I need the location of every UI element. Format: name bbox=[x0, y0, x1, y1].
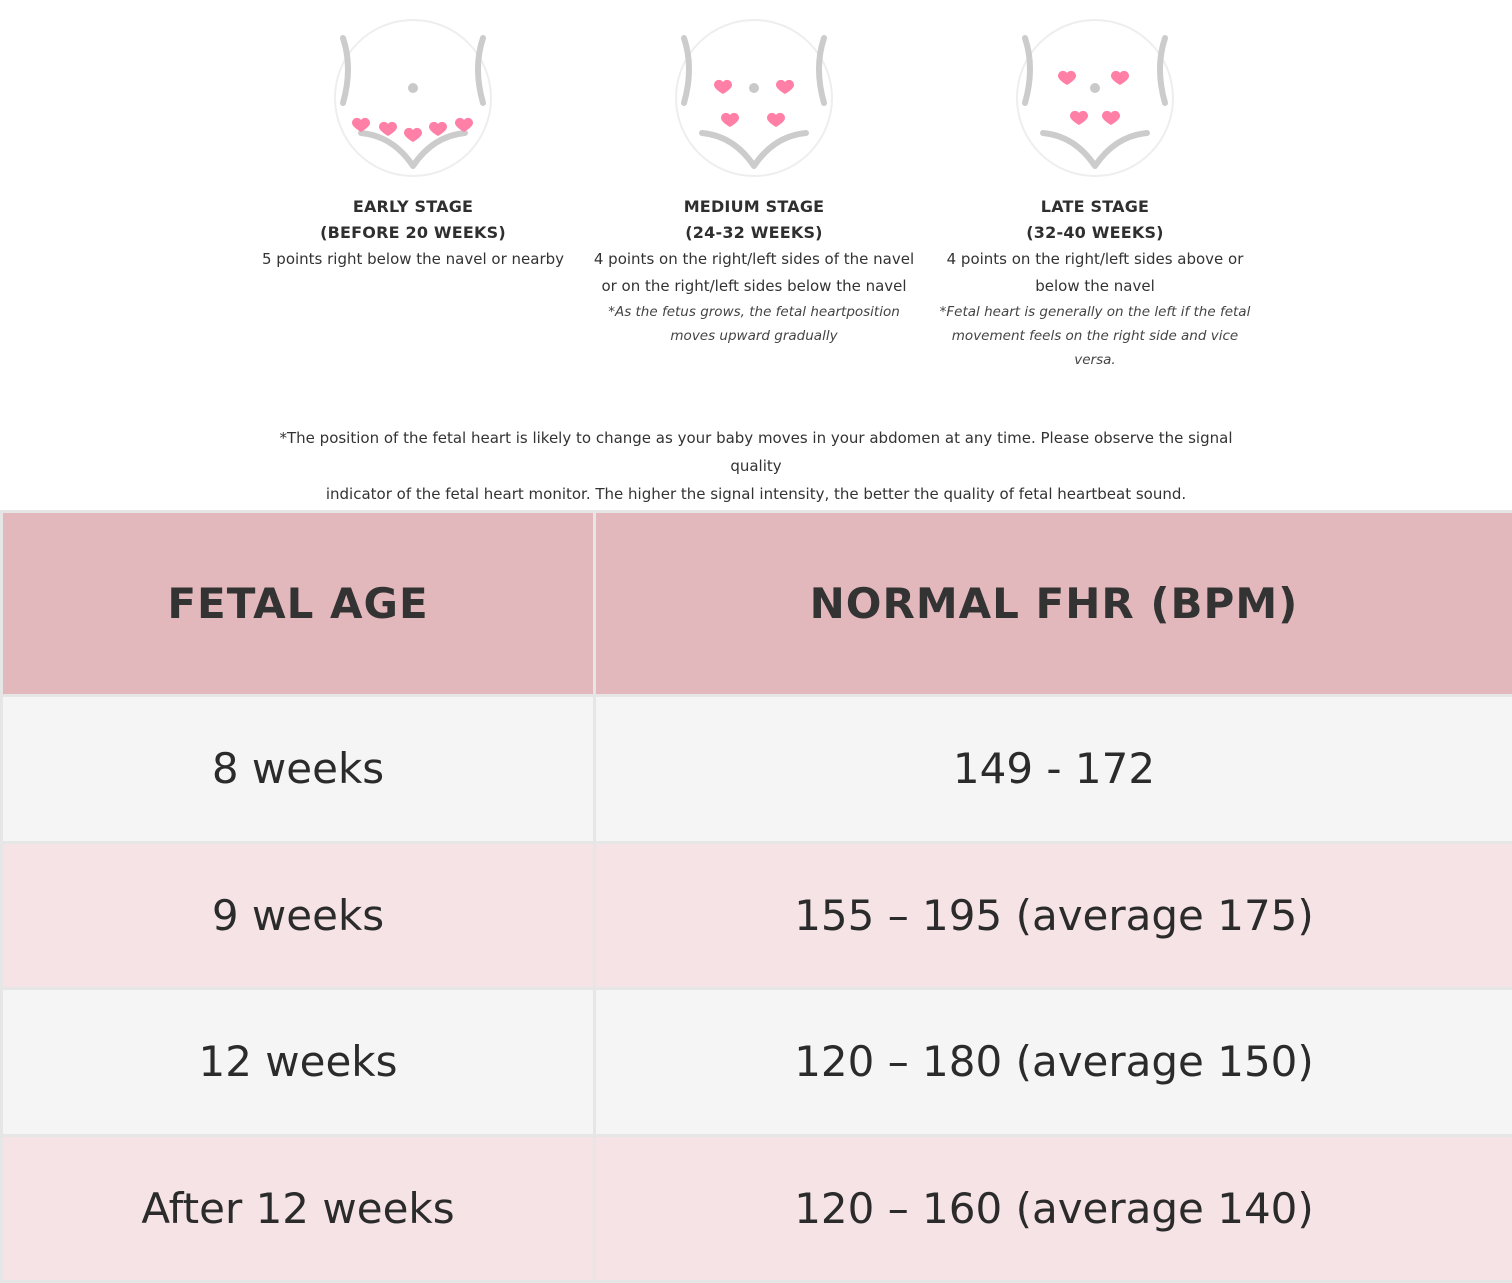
medium-stage-card: MEDIUM STAGE (24-32 WEEKS) 4 points on t… bbox=[584, 0, 924, 348]
header-normal-fhr: NORMAL FHR (BPM) bbox=[593, 510, 1512, 697]
cell-fetal-age: 9 weeks bbox=[0, 840, 596, 990]
cell-fetal-age: 12 weeks bbox=[0, 987, 596, 1137]
cell-fetal-age: 8 weeks bbox=[0, 694, 596, 844]
stage-weeks: (24-32 WEEKS) bbox=[685, 223, 823, 242]
stage-note-line: moves upward gradually bbox=[670, 328, 838, 344]
stage-weeks: (BEFORE 20 WEEKS) bbox=[320, 223, 506, 242]
stage-description: 4 points on the right/left sides above o… bbox=[925, 246, 1265, 300]
heartbeat-locations-section: EARLY STAGE (BEFORE 20 WEEKS) 5 points r… bbox=[0, 0, 1512, 380]
stage-weeks: (32-40 WEEKS) bbox=[1026, 223, 1164, 242]
stage-note-line: *As the fetus grows, the fetal heartposi… bbox=[608, 304, 900, 320]
stage-title: LATE STAGE bbox=[1040, 197, 1150, 216]
belly-medium-stage-icon bbox=[675, 19, 833, 177]
stage-description-line: 4 points on the right/left sides of the … bbox=[593, 250, 915, 268]
table-header-row: FETAL AGE NORMAL FHR (BPM) bbox=[0, 510, 1512, 697]
cell-fhr-range: 149 - 172 bbox=[593, 694, 1512, 844]
cell-fhr-range: 155 – 195 (average 175) bbox=[593, 840, 1512, 990]
stage-description-line: 5 points right below the navel or nearby bbox=[261, 250, 565, 268]
table-row: After 12 weeks 120 – 160 (average 140) bbox=[0, 1133, 1512, 1283]
stage-note-line: *Fetal heart is generally on the left if… bbox=[939, 304, 1251, 320]
stage-title: MEDIUM STAGE bbox=[683, 197, 825, 216]
early-stage-card: EARLY STAGE (BEFORE 20 WEEKS) 5 points r… bbox=[243, 0, 583, 273]
stage-note: *Fetal heart is generally on the left if… bbox=[925, 300, 1265, 372]
fhr-table: FETAL AGE NORMAL FHR (BPM) 8 weeks 149 -… bbox=[0, 510, 1512, 1283]
stage-note: *As the fetus grows, the fetal heartposi… bbox=[584, 300, 924, 348]
late-stage-card: LATE STAGE (32-40 WEEKS) 4 points on the… bbox=[925, 0, 1265, 372]
stage-title: EARLY STAGE bbox=[352, 197, 474, 216]
cell-fhr-range: 120 – 160 (average 140) bbox=[593, 1133, 1512, 1283]
footnote-line: indicator of the fetal heart monitor. Th… bbox=[325, 485, 1187, 503]
stage-description-line: below the navel bbox=[1035, 277, 1155, 295]
stage-note-line: movement feels on the right side and vic… bbox=[951, 328, 1239, 368]
signal-quality-footnote: *The position of the fetal heart is like… bbox=[256, 424, 1256, 508]
cell-fhr-range: 120 – 180 (average 150) bbox=[593, 987, 1512, 1137]
stage-description-line: 4 points on the right/left sides above o… bbox=[946, 250, 1244, 268]
cell-fetal-age: After 12 weeks bbox=[0, 1133, 596, 1283]
belly-early-stage-icon bbox=[334, 19, 492, 177]
table-row: 8 weeks 149 - 172 bbox=[0, 694, 1512, 844]
header-fetal-age: FETAL AGE bbox=[0, 510, 596, 697]
stage-description-line: or on the right/left sides below the nav… bbox=[601, 277, 907, 295]
stage-description: 4 points on the right/left sides of the … bbox=[584, 246, 924, 300]
footnote-line: *The position of the fetal heart is like… bbox=[279, 429, 1233, 475]
table-row: 9 weeks 155 – 195 (average 175) bbox=[0, 840, 1512, 990]
table-row: 12 weeks 120 – 180 (average 150) bbox=[0, 987, 1512, 1137]
belly-late-stage-icon bbox=[1016, 19, 1174, 177]
stage-description: 5 points right below the navel or nearby bbox=[243, 246, 583, 273]
